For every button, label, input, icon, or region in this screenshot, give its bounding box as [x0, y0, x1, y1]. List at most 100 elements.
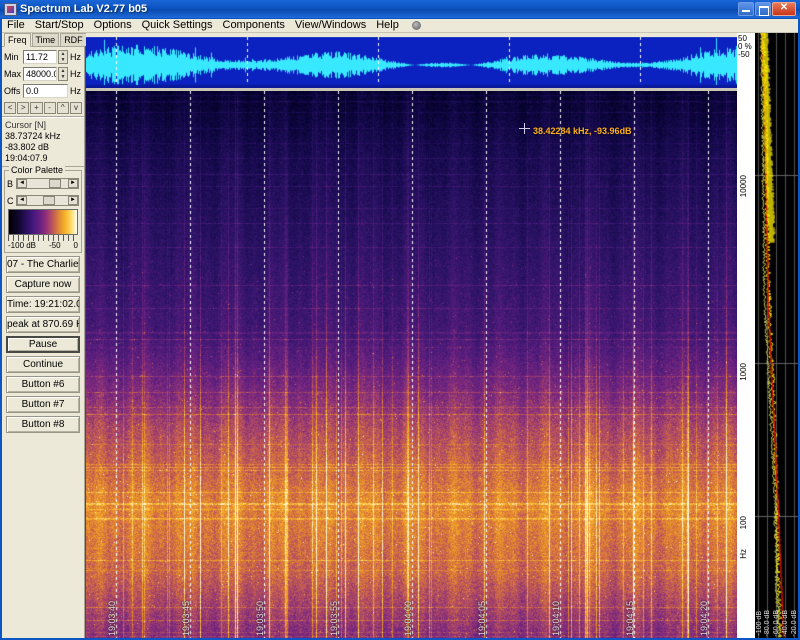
nav-zoom-out-button[interactable]: -	[43, 102, 56, 114]
cursor-readout: Cursor [N] 38.73724 kHz -83.802 dB 19:04…	[2, 117, 84, 166]
spectrum-plot-area: 10000 1000 100 Hz 50 0 % -50 -100 dB -80…	[737, 33, 798, 638]
contrast-label: C	[7, 195, 14, 206]
window-title: Spectrum Lab V2.77 b05	[20, 3, 148, 15]
spectrum-graph[interactable]: -100 dB -80.0 dB -60.0 dB -40.0 dB -20.0…	[755, 33, 798, 638]
min-freq-spinner[interactable]: ▲ ▼	[58, 49, 68, 64]
continue-button[interactable]: Continue	[6, 356, 80, 373]
brightness-thumb[interactable]	[49, 179, 61, 188]
frequency-range-fields: Min 11.72 ▲ ▼ Hz Max 48000.0 ▲ ▼ Hz Offs 0…	[2, 46, 84, 101]
scope-scale-top: 50	[738, 34, 747, 43]
min-freq-input[interactable]: 11.72	[23, 49, 57, 64]
max-freq-unit: Hz	[70, 68, 81, 79]
offset-label: Offs	[4, 85, 21, 96]
cursor-crosshair-icon	[519, 123, 530, 134]
time-axis-label: 19:03:50	[255, 600, 265, 636]
menu-options[interactable]: Options	[93, 19, 132, 31]
max-label: Max	[4, 68, 22, 79]
cursor-header: Cursor [N]	[5, 120, 47, 130]
button-6[interactable]: Button #6	[6, 376, 80, 393]
palette-ticks	[8, 235, 78, 241]
brightness-label: B	[7, 178, 14, 189]
menu-file[interactable]: File	[7, 19, 25, 31]
nav-up-button[interactable]: ^	[56, 102, 69, 114]
menu-start-stop[interactable]: Start/Stop	[34, 19, 84, 31]
menu-components[interactable]: Components	[222, 19, 285, 31]
app-icon	[4, 2, 17, 16]
color-palette-group: Color Palette B ◄ ► C ◄ ►	[4, 165, 82, 253]
menu-help[interactable]: Help	[376, 19, 399, 31]
waterfall-spectrogram[interactable]: 38.42284 kHz, -93.96dB 19:03:40 19:03:45 1…	[86, 91, 737, 638]
panel-divider-1	[2, 116, 84, 117]
scope-percent-scale: 50 0 % -50	[737, 33, 755, 59]
minimize-button[interactable]	[738, 2, 754, 16]
preset-button[interactable]: 07 - The Charlie ..	[6, 256, 80, 273]
pause-button[interactable]: Pause	[6, 336, 80, 353]
button-7[interactable]: Button #7	[6, 396, 80, 413]
time-axis-label: 19:04:00	[403, 600, 413, 636]
nav-down-button[interactable]: v	[69, 102, 83, 114]
frequency-axis: 10000 1000 100 Hz	[737, 33, 755, 638]
status-led-icon	[411, 21, 421, 30]
cursor-level: -83.802 dB	[5, 142, 50, 152]
window-controls	[738, 2, 798, 16]
control-panel: Freq Time RDF Min 11.72 ▲ ▼ Hz Max 48000.…	[2, 33, 87, 638]
contrast-right-arrow-icon[interactable]: ►	[68, 196, 78, 205]
freq-tick-100: 100	[739, 516, 748, 530]
scope-separator	[86, 88, 737, 91]
time-display-button[interactable]: Time: 19:21:02.0	[6, 296, 80, 313]
max-freq-input[interactable]: 48000.0	[23, 66, 57, 81]
nav-zoom-in-button[interactable]: +	[30, 102, 43, 114]
contrast-slider[interactable]: ◄ ►	[16, 195, 79, 206]
tab-rdf[interactable]: RDF	[60, 33, 87, 46]
axis-tabs: Freq Time RDF	[2, 33, 87, 47]
min-freq-unit: Hz	[70, 51, 81, 62]
nav-button-row: < > + - ^ v	[2, 101, 84, 116]
freq-tick-10000: 10000	[739, 175, 748, 198]
time-axis-label: 19:03:45	[181, 600, 191, 636]
scope-top-ruler	[86, 33, 737, 37]
brightness-left-arrow-icon[interactable]: ◄	[17, 179, 27, 188]
color-palette-legend: Color Palette	[9, 165, 66, 175]
max-freq-row: Max 48000.0 ▲ ▼ Hz	[4, 66, 82, 81]
menu-view-windows[interactable]: View/Windows	[294, 19, 367, 31]
db-tick-4: -20.0 dB	[791, 609, 798, 636]
db-tick-1: -80.0 dB	[764, 609, 771, 636]
button-8[interactable]: Button #8	[6, 416, 80, 433]
palette-scale-mid: -50	[49, 241, 61, 250]
close-button[interactable]	[772, 2, 796, 16]
db-tick-0: -100 dB	[756, 611, 763, 636]
menu-bar: File Start/Stop Options Quick Settings C…	[2, 19, 798, 33]
offset-row: Offs 0.0 Hz	[4, 83, 82, 98]
brightness-right-arrow-icon[interactable]: ►	[68, 179, 78, 188]
contrast-left-arrow-icon[interactable]: ◄	[17, 196, 27, 205]
title-bar: Spectrum Lab V2.77 b05	[0, 0, 800, 18]
menu-quick-settings[interactable]: Quick Settings	[141, 19, 213, 31]
scope-scale-bottom: -50	[738, 50, 750, 59]
min-label: Min	[4, 51, 19, 62]
maximize-button[interactable]	[755, 2, 771, 16]
time-axis-label: 19:04:20	[699, 600, 709, 636]
time-axis-label: 19:03:55	[329, 600, 339, 636]
capture-now-button[interactable]: Capture now	[6, 276, 80, 293]
graph-area: 38.42284 kHz, -93.96dB 19:03:40 19:03:45 1…	[86, 33, 737, 638]
nav-right-button[interactable]: >	[17, 102, 30, 114]
tab-freq[interactable]: Freq	[4, 33, 31, 47]
max-freq-spinner[interactable]: ▲ ▼	[58, 66, 68, 81]
db-tick-2: -60.0 dB	[773, 609, 780, 636]
brightness-slider-row: B ◄ ►	[7, 178, 79, 189]
cursor-frequency: 38.73724 kHz	[5, 131, 61, 141]
offset-input[interactable]: 0.0	[23, 83, 68, 98]
contrast-slider-row: C ◄ ►	[7, 195, 79, 206]
scope-waveform	[86, 33, 737, 88]
brightness-slider[interactable]: ◄ ►	[16, 178, 79, 189]
tab-time[interactable]: Time	[31, 33, 60, 46]
scope-scale-mid: 0 %	[738, 42, 752, 51]
db-tick-3: -40.0 dB	[782, 609, 789, 636]
contrast-thumb[interactable]	[43, 196, 55, 205]
oscilloscope-panel[interactable]	[86, 33, 737, 88]
peak-display-button[interactable]: peak at 870.69 Hz	[6, 316, 80, 333]
spectrum-canvas	[755, 33, 798, 638]
time-axis-label: 19:04:10	[551, 600, 561, 636]
nav-left-button[interactable]: <	[4, 102, 17, 114]
